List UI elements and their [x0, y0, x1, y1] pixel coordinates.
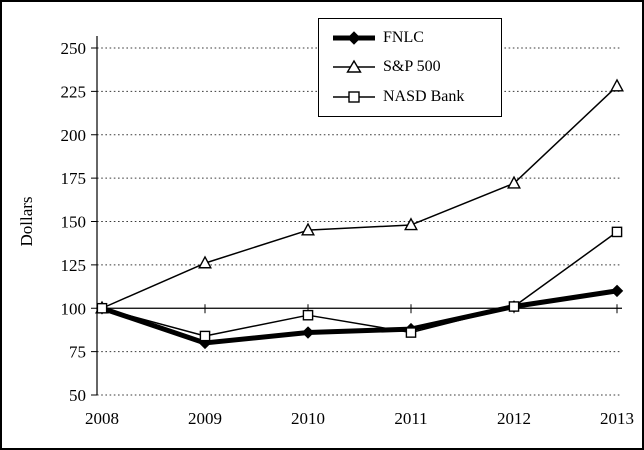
- legend-label-sp500: S&P 500: [383, 58, 441, 76]
- y-tick-label: 225: [61, 82, 87, 101]
- triangle-icon: [346, 60, 362, 74]
- chart-legend: FNLC S&P 500 NASD Bank: [318, 18, 502, 117]
- nasd-line-sample: [333, 91, 375, 103]
- x-tick-label: 2010: [291, 409, 325, 428]
- y-tick-label: 175: [61, 169, 87, 188]
- legend-item-nasd-bank: NASD Bank: [331, 88, 501, 106]
- diamond-icon: [347, 31, 361, 45]
- fnlc-line-sample: [333, 31, 375, 45]
- sp500-line-sample: [333, 60, 375, 74]
- y-tick-label: 200: [61, 126, 87, 145]
- legend-item-sp500: S&P 500: [331, 58, 501, 76]
- y-tick-label: 100: [61, 299, 87, 318]
- legend-item-fnlc: FNLC: [331, 29, 501, 47]
- y-tick-label: 50: [69, 386, 86, 405]
- y-tick-label: 150: [61, 213, 87, 232]
- square-icon: [348, 91, 360, 103]
- x-tick-label: 2013: [600, 409, 634, 428]
- x-tick-label: 2011: [394, 409, 427, 428]
- y-tick-label: 75: [69, 343, 86, 362]
- legend-label-fnlc: FNLC: [383, 28, 424, 46]
- legend-label-nasd-bank: NASD Bank: [383, 88, 465, 106]
- x-tick-label: 2012: [497, 409, 531, 428]
- x-tick-label: 2009: [188, 409, 222, 428]
- y-axis-title: Dollars: [17, 196, 36, 246]
- x-tick-label: 2008: [85, 409, 119, 428]
- y-tick-label: 250: [61, 39, 87, 58]
- y-tick-label: 125: [61, 256, 87, 275]
